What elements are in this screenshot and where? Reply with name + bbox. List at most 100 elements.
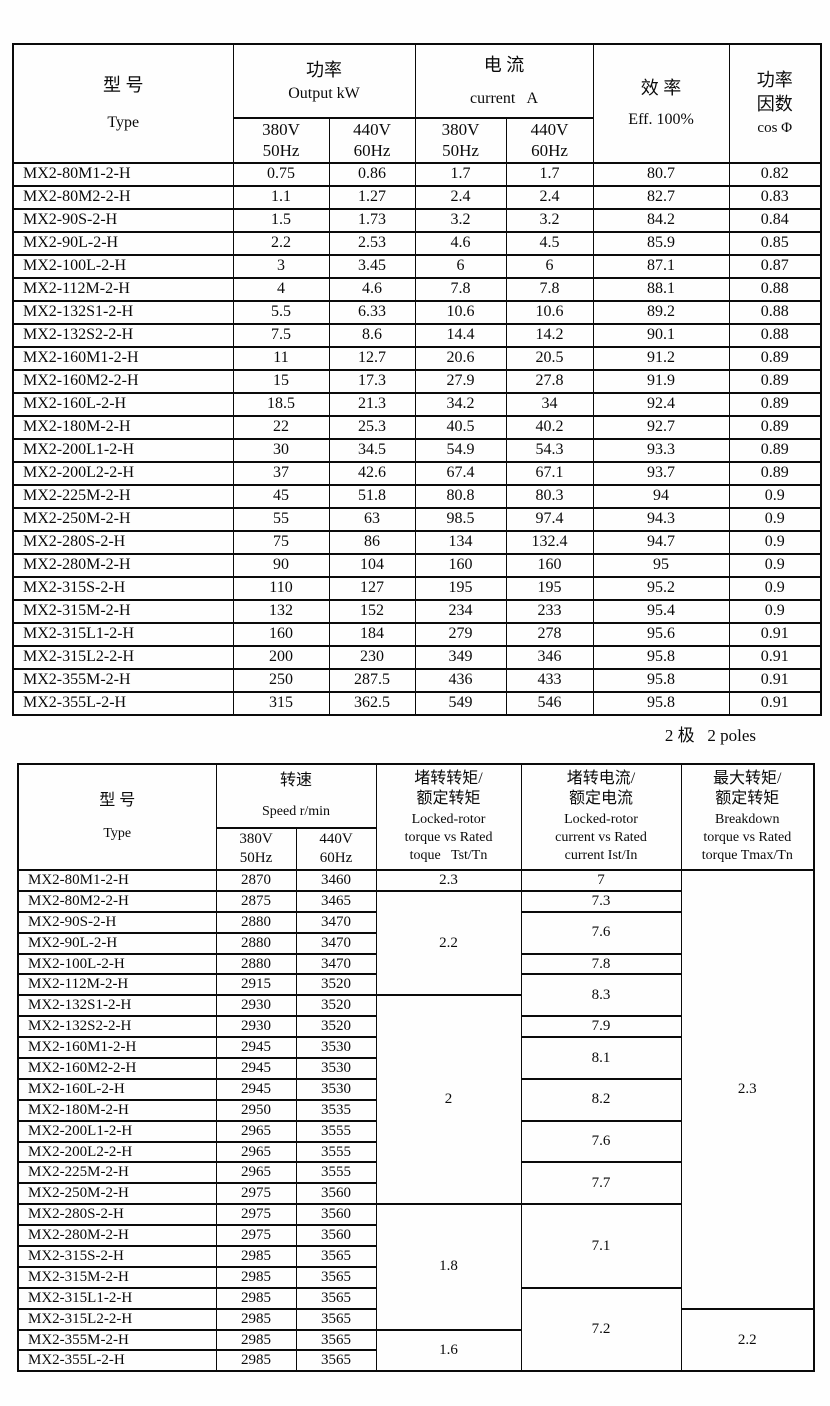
value-cell: 3535 [295, 1098, 377, 1122]
model-cell: MX2-90S-2-H [17, 910, 217, 934]
value-cell: 3565 [295, 1328, 377, 1352]
subheader-a-380v: 380V 50Hz [414, 117, 507, 164]
table-row: MX2-160M2-2-H 15 17.3 27.9 27.8 91.9 0.89 [12, 368, 822, 394]
ist-in-cell: 7.6 [520, 1119, 682, 1164]
model-cell: MX2-160L-2-H [17, 1077, 217, 1101]
table-row: MX2-355M-2-H 250 287.5 436 433 95.8 0.91 [12, 667, 822, 693]
value-cell: 0.89 [728, 414, 822, 440]
pf-label-cn: 功率 因数 [756, 70, 793, 114]
value-cell: 0.91 [728, 621, 822, 647]
value-cell: 2870 [215, 869, 297, 892]
value-cell: 1.5 [232, 207, 330, 233]
value-cell: 433 [505, 667, 594, 693]
value-cell: 6 [414, 253, 507, 279]
value-cell: 34 [505, 391, 594, 417]
col-header-speed: 转速 Speed r/min [215, 763, 377, 829]
value-cell: 27.9 [414, 368, 507, 394]
model-cell: MX2-315M-2-H [17, 1265, 217, 1289]
tst-tn-cell: 2.2 [375, 889, 522, 997]
model-cell: MX2-132S1-2-H [17, 994, 217, 1018]
value-cell: 91.9 [592, 368, 730, 394]
model-cell: MX2-315L1-2-H [17, 1286, 217, 1310]
value-cell: 0.86 [328, 161, 416, 187]
ist-in-cell: 7.3 [520, 889, 682, 913]
value-cell: 0.87 [728, 253, 822, 279]
table-row: MX2-280M-2-H 2975 3560 [17, 1224, 814, 1248]
table-row: MX2-355L-2-H 2985 3565 [17, 1349, 814, 1373]
value-cell: 3555 [295, 1161, 377, 1185]
table-row: MX2-112M-2-H 2915 3520 8.3 [17, 973, 814, 1018]
model-cell: MX2-160M2-2-H [17, 1057, 217, 1080]
value-cell: 0.88 [728, 276, 822, 302]
table-row: MX2-250M-2-H 55 63 98.5 97.4 94.3 0.9 [12, 506, 822, 532]
value-cell: 8.6 [328, 322, 416, 348]
value-cell: 37 [232, 460, 330, 486]
table-row: MX2-160M2-2-H 2945 3530 [17, 1057, 814, 1080]
value-cell: 93.7 [592, 460, 730, 486]
ist-in-cell: 7.8 [520, 952, 682, 976]
value-cell: 250 [232, 667, 330, 693]
value-cell: 2985 [215, 1307, 297, 1331]
value-cell: 287.5 [328, 667, 416, 693]
value-cell: 11 [232, 345, 330, 371]
current-label-cn: 电 流 [483, 54, 525, 75]
model-cell: MX2-355L-2-H [17, 1349, 217, 1373]
table-row: MX2-160M1-2-H 11 12.7 20.6 20.5 91.2 0.89 [12, 345, 822, 371]
value-cell: 3.2 [414, 207, 507, 233]
value-cell: 95.8 [592, 667, 730, 693]
value-cell: 75 [232, 529, 330, 555]
value-cell: 67.1 [505, 460, 594, 486]
value-cell: 0.9 [728, 552, 822, 578]
model-cell: MX2-160M1-2-H [12, 345, 234, 371]
model-cell: MX2-180M-2-H [17, 1098, 217, 1122]
value-cell: 0.89 [728, 460, 822, 486]
value-cell: 95.4 [592, 598, 730, 624]
value-cell: 3565 [295, 1349, 377, 1373]
model-cell: MX2-80M1-2-H [17, 869, 217, 892]
model-cell: MX2-315S-2-H [17, 1245, 217, 1268]
performance-table-header: 型 号 Type 转速 Speed r/min 堵转转矩/ 额定转矩 Locke… [17, 763, 815, 871]
value-cell: 152 [328, 598, 416, 624]
value-cell: 0.89 [728, 437, 822, 463]
table-row: MX2-80M1-2-H 2870 3460 2.3 7 2.3 [17, 869, 815, 1310]
header-row-main: 型 号 Type 转速 Speed r/min 堵转转矩/ 额定转矩 Locke… [17, 763, 815, 871]
table-row: MX2-315L1-2-H 160 184 279 278 95.6 0.91 [12, 621, 822, 647]
value-cell: 3560 [295, 1224, 377, 1248]
model-cell: MX2-80M2-2-H [17, 889, 217, 913]
value-cell: 195 [505, 575, 594, 601]
value-cell: 3565 [295, 1307, 377, 1331]
value-cell: 0.9 [728, 575, 822, 601]
table-row: MX2-90S-2-H 1.5 1.73 3.2 3.2 84.2 0.84 [12, 207, 822, 233]
value-cell: 25.3 [328, 414, 416, 440]
value-cell: 94.3 [592, 506, 730, 532]
value-cell: 14.2 [505, 322, 594, 348]
value-cell: 2875 [215, 889, 297, 913]
value-cell: 0.83 [728, 184, 822, 210]
value-cell: 34.2 [414, 391, 507, 417]
value-cell: 1.1 [232, 184, 330, 210]
value-cell: 4.6 [328, 276, 416, 302]
value-cell: 1.73 [328, 207, 416, 233]
value-cell: 2975 [215, 1182, 297, 1206]
value-cell: 2.4 [414, 184, 507, 210]
value-cell: 17.3 [328, 368, 416, 394]
value-cell: 84.2 [592, 207, 730, 233]
table-row: MX2-100L-2-H 2880 3470 7.8 [17, 952, 814, 976]
table-row: MX2-90L-2-H 2.2 2.53 4.6 4.5 85.9 0.85 [12, 230, 822, 256]
subheader-a-440v: 440V 60Hz [505, 117, 594, 164]
table-row: MX2-160L-2-H 18.5 21.3 34.2 34 92.4 0.89 [12, 391, 822, 417]
model-cell: MX2-225M-2-H [17, 1161, 217, 1185]
value-cell: 92.7 [592, 414, 730, 440]
value-cell: 0.9 [728, 598, 822, 624]
value-cell: 3555 [295, 1119, 377, 1143]
col-header-eff: 效 率 Eff. 100% [592, 43, 730, 164]
tst-tn-cell: 1.6 [375, 1328, 522, 1373]
table-row: MX2-200L2-2-H 2965 3555 [17, 1140, 814, 1164]
tmax-tn-cell: 2.3 [680, 869, 815, 1310]
tst-tn-cell: 2.3 [375, 869, 522, 892]
value-cell: 2965 [215, 1140, 297, 1164]
type-label-en: Type [107, 114, 140, 132]
value-cell: 6.33 [328, 299, 416, 325]
value-cell: 0.85 [728, 230, 822, 256]
value-cell: 3460 [295, 869, 377, 892]
